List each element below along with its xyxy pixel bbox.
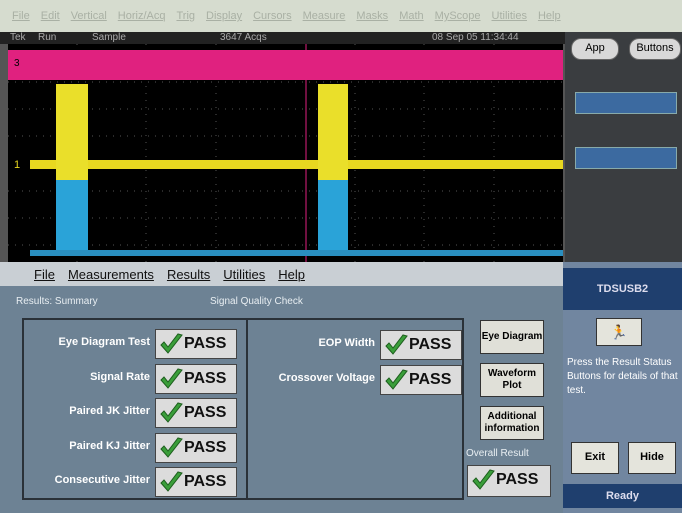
check-icon bbox=[385, 334, 408, 355]
panel-title: Signal Quality Check bbox=[210, 296, 303, 307]
check-icon bbox=[472, 469, 495, 490]
help-text: Press the Result Status Buttons for deta… bbox=[567, 357, 678, 396]
pass-button[interactable]: PASS bbox=[155, 467, 237, 497]
pass-text: PASS bbox=[184, 404, 227, 421]
action-button[interactable]: Waveform Plot bbox=[480, 363, 544, 397]
menu-item[interactable]: File bbox=[34, 266, 55, 282]
pass-button[interactable]: PASS bbox=[467, 465, 551, 497]
overall-label: Overall Result bbox=[466, 448, 529, 459]
app-window: File Measurements Results Utilities Help Res… bbox=[0, 262, 563, 513]
run-state: Run bbox=[38, 32, 57, 43]
menu-item[interactable]: Horiz/Acq bbox=[117, 10, 166, 22]
channel-marker: 3 bbox=[14, 58, 20, 69]
scope-display: 3 1 bbox=[0, 44, 565, 262]
test-label: Crossover Voltage bbox=[278, 372, 375, 384]
check-icon bbox=[160, 333, 183, 354]
menu-item[interactable]: Masks bbox=[356, 10, 389, 22]
menu-item[interactable]: Vertical bbox=[70, 10, 107, 22]
pass-text: PASS bbox=[409, 336, 452, 353]
test-label: Consecutive Jitter bbox=[54, 474, 150, 486]
channel-2-trace bbox=[30, 250, 563, 256]
check-icon bbox=[160, 436, 183, 458]
pass-button[interactable]: PASS bbox=[155, 363, 237, 394]
app-button[interactable]: App bbox=[571, 38, 619, 60]
divider bbox=[246, 320, 248, 498]
pass-text: PASS bbox=[496, 471, 539, 488]
timestamp: 08 Sep 05 11:34:44 bbox=[432, 32, 519, 43]
screen bbox=[8, 44, 563, 262]
brand: Tek bbox=[10, 32, 26, 43]
pass-text: PASS bbox=[409, 371, 452, 388]
burst-blue bbox=[318, 180, 348, 256]
menu-item[interactable]: MyScope bbox=[434, 10, 481, 22]
menu-item[interactable]: Cursors bbox=[253, 10, 292, 22]
readout-box bbox=[575, 92, 677, 114]
action-button[interactable]: Eye Diagram bbox=[480, 320, 544, 354]
menu-item[interactable]: Measurements bbox=[67, 266, 154, 282]
check-icon bbox=[160, 367, 183, 389]
results-label: Results: Summary bbox=[16, 296, 98, 307]
channel-1-trace bbox=[30, 160, 563, 169]
menu-item[interactable]: File bbox=[12, 10, 30, 22]
action-button[interactable]: Additional information bbox=[480, 406, 544, 440]
burst-yellow bbox=[318, 84, 348, 180]
results-panel: Eye Diagram Test PASS Signal Rate PASS Paire… bbox=[22, 318, 464, 500]
readout-box bbox=[575, 147, 677, 169]
pass-text: PASS bbox=[184, 473, 227, 490]
status: Ready bbox=[563, 484, 682, 508]
hide-button[interactable]: Hide bbox=[628, 442, 676, 474]
pass-button[interactable]: PASS bbox=[155, 329, 237, 359]
buttons-button[interactable]: Buttons bbox=[629, 38, 681, 60]
pass-button[interactable]: PASS bbox=[155, 432, 237, 463]
menu-item[interactable]: Utilities bbox=[491, 10, 527, 22]
pass-text: PASS bbox=[184, 438, 227, 456]
menu-item[interactable]: Display bbox=[206, 10, 243, 22]
menu-item[interactable]: Results bbox=[166, 266, 211, 282]
pass-text: PASS bbox=[184, 369, 227, 387]
check-icon bbox=[160, 402, 183, 423]
acq-mode: Sample bbox=[92, 32, 126, 43]
pass-button[interactable]: PASS bbox=[380, 330, 462, 360]
menu-item[interactable]: Edit bbox=[40, 10, 60, 22]
side-panel: App Buttons bbox=[565, 32, 682, 262]
burst-yellow bbox=[56, 84, 88, 180]
pass-button[interactable]: PASS bbox=[155, 398, 237, 428]
test-label: EOP Width bbox=[318, 337, 375, 349]
test-label: Paired KJ Jitter bbox=[69, 439, 150, 452]
menu-item[interactable]: Math bbox=[399, 10, 424, 22]
channel-marker: 1 bbox=[14, 159, 20, 171]
test-label: Paired JK Jitter bbox=[69, 405, 150, 417]
exit-button[interactable]: Exit bbox=[571, 442, 619, 474]
app-menu-bar: File Measurements Results Utilities Help bbox=[0, 262, 563, 286]
test-label: Signal Rate bbox=[90, 370, 150, 383]
test-label: Eye Diagram Test bbox=[58, 336, 150, 348]
menu-bar: File Edit Vertical Horiz/Acq Trig Display Curs… bbox=[0, 0, 565, 32]
marker-bg bbox=[10, 56, 32, 68]
menu-item[interactable]: Help bbox=[278, 266, 305, 282]
grid bbox=[8, 44, 563, 262]
menu-item[interactable]: Utilities bbox=[223, 266, 266, 282]
check-icon bbox=[160, 471, 183, 492]
run-icon-button[interactable]: 🏃 bbox=[596, 318, 642, 346]
pass-button[interactable]: PASS bbox=[380, 365, 462, 395]
menu-item[interactable]: Measure bbox=[302, 10, 346, 22]
menu-bar-end bbox=[565, 0, 682, 32]
app-title: TDSUSB2 bbox=[563, 268, 682, 310]
channel-3-trace bbox=[8, 50, 563, 80]
acq-count: 3647 Acqs bbox=[220, 32, 267, 43]
check-icon bbox=[385, 369, 408, 390]
menu-item[interactable]: Help bbox=[537, 10, 561, 22]
menu-item[interactable]: Trig bbox=[176, 10, 196, 22]
burst-blue bbox=[56, 180, 88, 256]
status-bar: Tek Run Sample 3647 Acqs 08 Sep 05 11:34… bbox=[0, 32, 565, 44]
pass-text: PASS bbox=[184, 335, 227, 352]
app-side: TDSUSB2 🏃 Press the Result Status Button… bbox=[563, 262, 682, 513]
